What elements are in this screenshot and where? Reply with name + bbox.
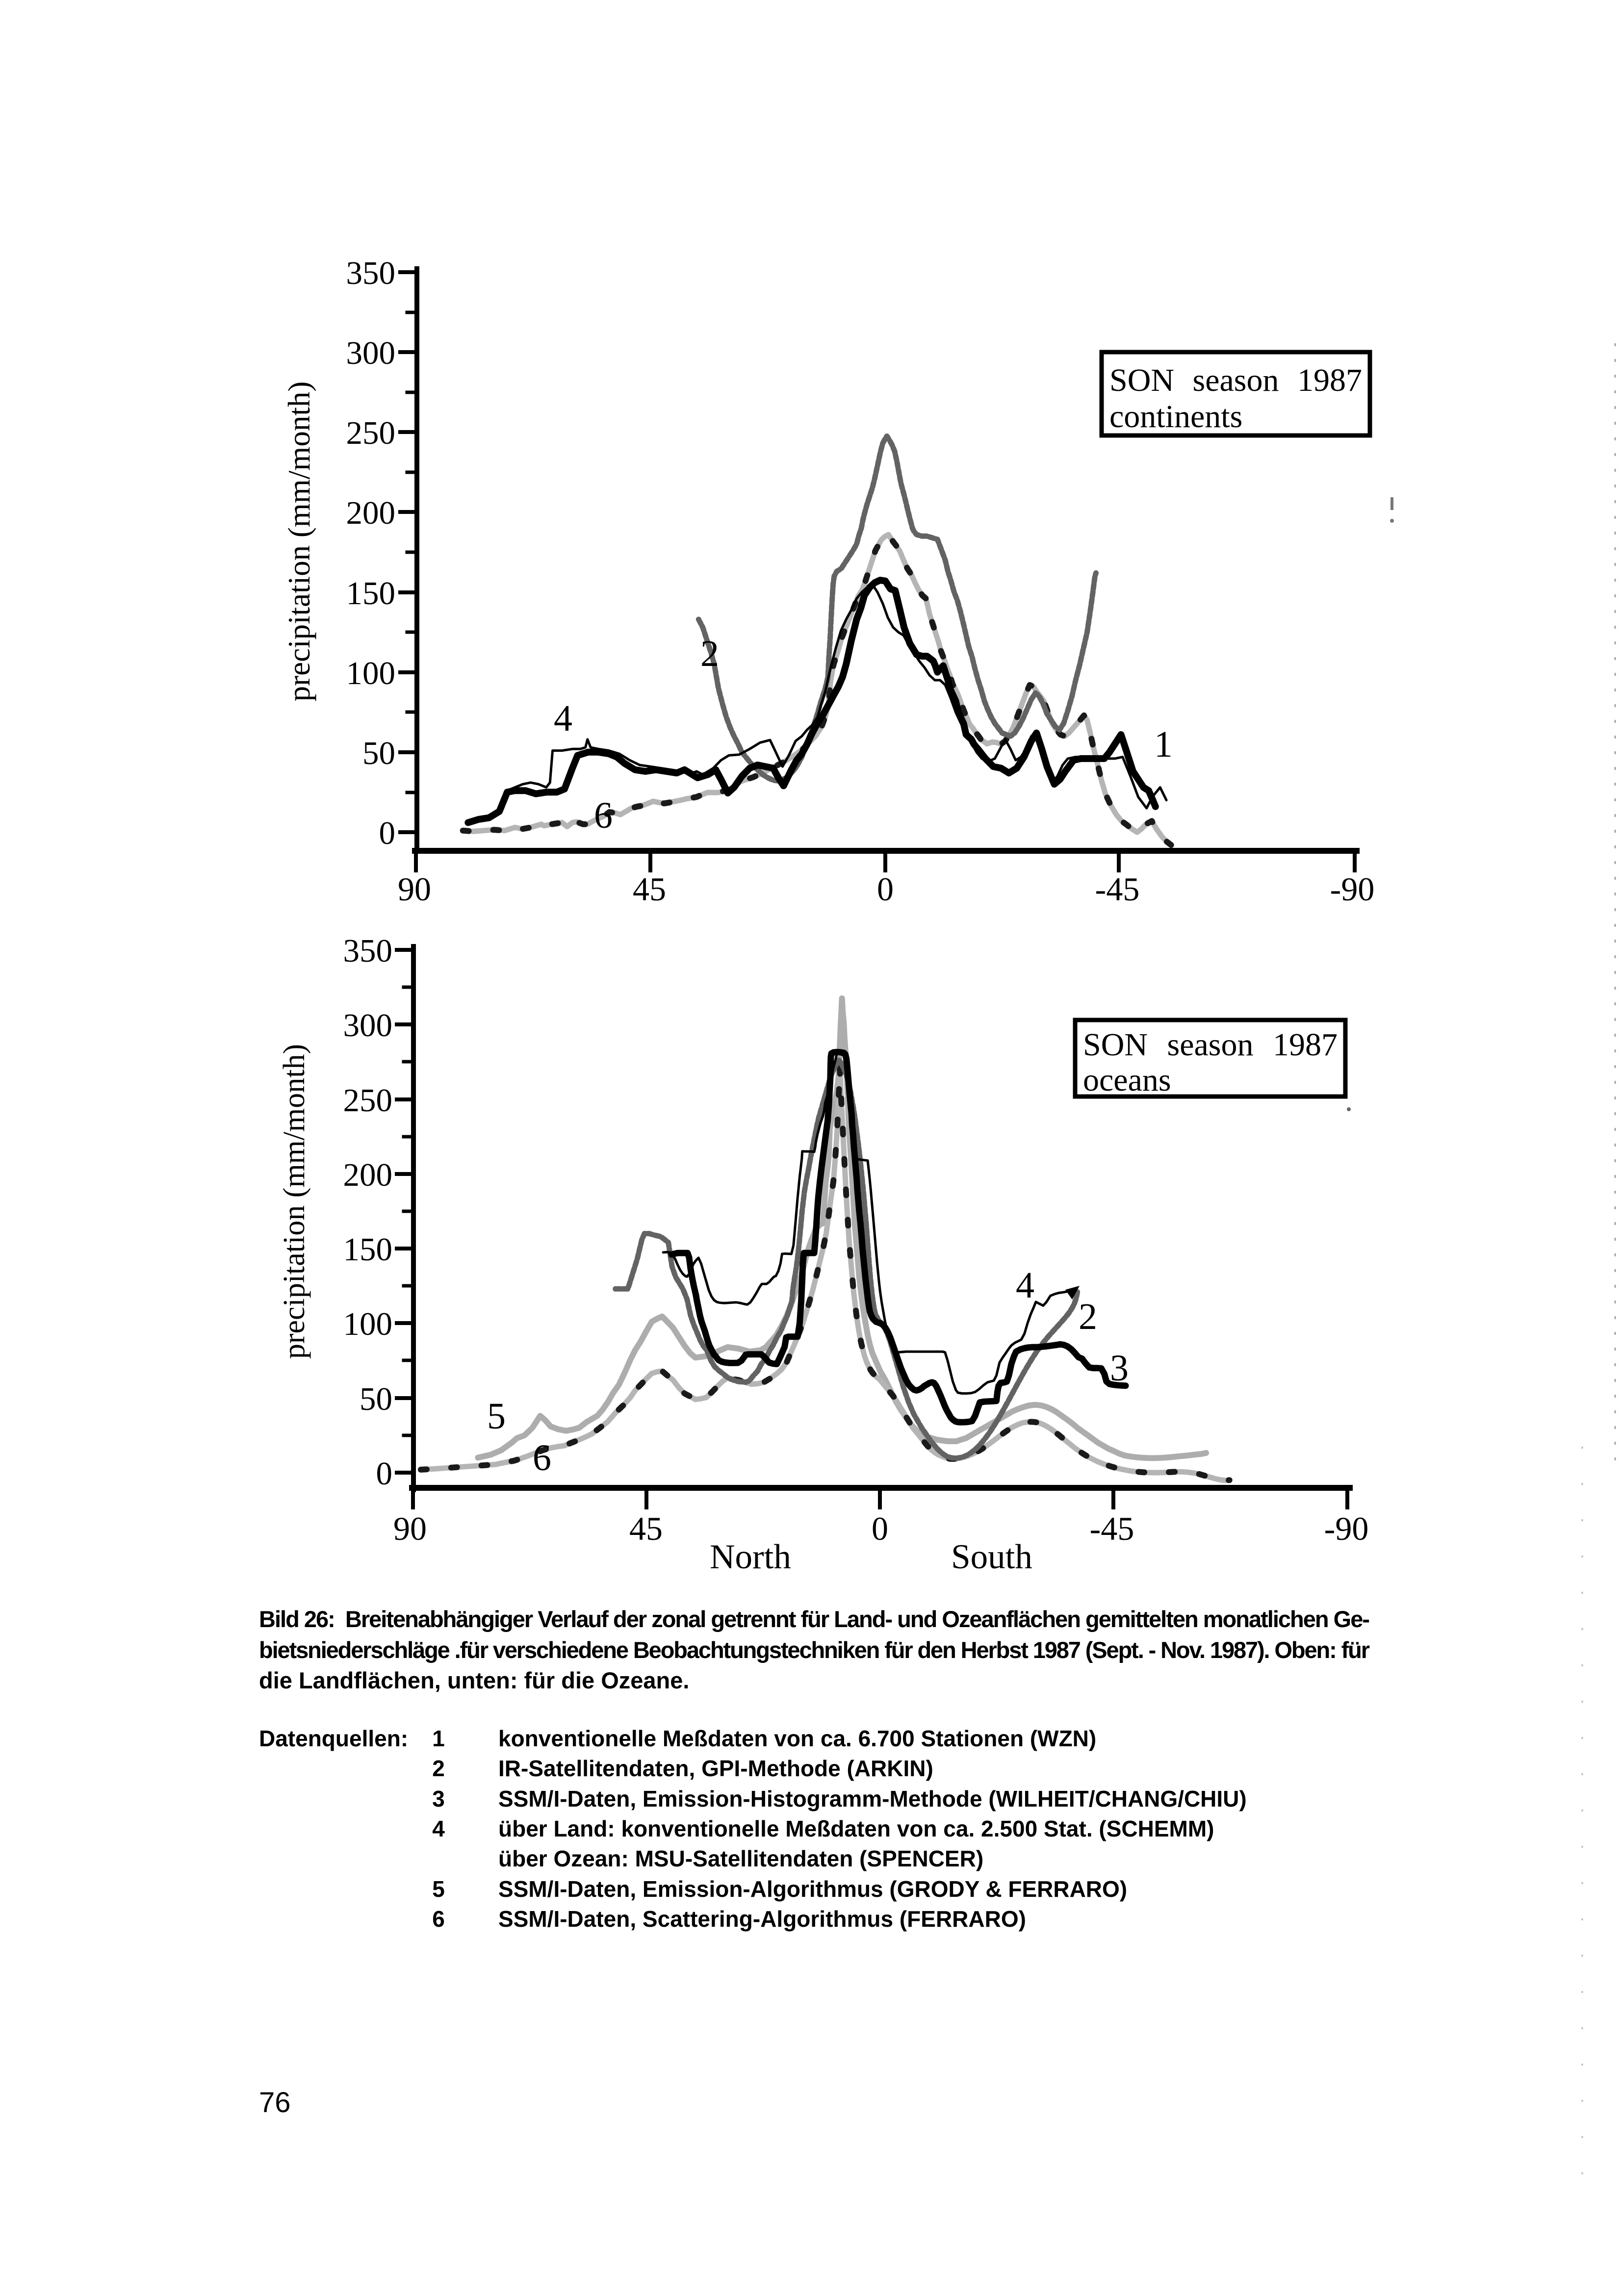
svg-text:SSM/I-Daten, Emission-Histogra: SSM/I-Daten, Emission-Histogramm-Methode… (498, 1786, 1247, 1811)
svg-text:350: 350 (343, 933, 393, 969)
svg-text:6: 6 (432, 1906, 445, 1932)
svg-text:North: North (710, 1538, 791, 1576)
svg-text:über Ozean: MSU-Satellitendate: über Ozean: MSU-Satellitendaten (SPENCER… (498, 1846, 983, 1871)
svg-text:6: 6 (533, 1437, 551, 1479)
svg-text:SON season 1987: SON season 1987 (1109, 362, 1362, 398)
svg-text:200: 200 (343, 1157, 393, 1193)
svg-text:0: 0 (872, 1510, 888, 1547)
svg-text:100: 100 (346, 655, 396, 691)
svg-text:6: 6 (594, 795, 613, 836)
svg-text:2: 2 (700, 633, 719, 674)
svg-text:-45: -45 (1095, 870, 1140, 908)
svg-text:300: 300 (346, 335, 396, 371)
svg-text:250: 250 (346, 415, 396, 451)
svg-text:3: 3 (1110, 1348, 1129, 1389)
svg-text:precipitation (mm/month): precipitation (mm/month) (278, 1044, 311, 1359)
svg-text:45: 45 (629, 1510, 663, 1547)
svg-text:50: 50 (362, 735, 395, 771)
svg-text:2: 2 (432, 1756, 445, 1781)
svg-text:-90: -90 (1324, 1510, 1369, 1547)
svg-text:über Land: konventionelle Meßd: über Land: konventionelle Meßdaten von c… (498, 1816, 1214, 1841)
svg-text:76: 76 (259, 2087, 291, 2118)
svg-text:IR-Satellitendaten, GPI-Method: IR-Satellitendaten, GPI-Methode (ARKIN) (498, 1756, 933, 1781)
svg-text:90: 90 (398, 870, 431, 908)
svg-text:5: 5 (432, 1876, 445, 1902)
svg-text:-90: -90 (1330, 870, 1375, 908)
svg-text:2: 2 (1079, 1296, 1097, 1337)
svg-text:0: 0 (376, 1455, 393, 1492)
svg-text:1: 1 (1154, 724, 1173, 765)
svg-text:250: 250 (343, 1082, 393, 1119)
svg-text:4: 4 (1016, 1265, 1034, 1306)
svg-text:4: 4 (432, 1816, 445, 1841)
svg-text:90: 90 (393, 1510, 427, 1547)
svg-text:SON season 1987: SON season 1987 (1083, 1027, 1338, 1063)
svg-text:150: 150 (346, 575, 396, 612)
svg-text:continents: continents (1109, 399, 1242, 434)
svg-text:200: 200 (346, 495, 396, 531)
svg-text:150: 150 (343, 1231, 393, 1268)
svg-text:Bild 26: Breitenabhängiger Ve: Bild 26: Breitenabhängiger Verlauf der z… (259, 1606, 1370, 1632)
svg-text:300: 300 (343, 1007, 393, 1044)
svg-text:5: 5 (487, 1396, 506, 1437)
svg-text:-45: -45 (1090, 1510, 1134, 1547)
svg-text:South: South (951, 1538, 1032, 1576)
svg-text:3: 3 (432, 1786, 445, 1811)
svg-text:SSM/I-Daten, Emission-Algorith: SSM/I-Daten, Emission-Algorithmus (GRODY… (498, 1876, 1127, 1902)
svg-text:0: 0 (877, 870, 894, 908)
svg-text:0: 0 (379, 815, 396, 851)
svg-text:oceans: oceans (1083, 1062, 1171, 1098)
svg-text:SSM/I-Daten, Scattering-Algori: SSM/I-Daten, Scattering-Algorithmus (FER… (498, 1906, 1026, 1932)
svg-text:4: 4 (554, 698, 572, 739)
svg-text:konventionelle Meßdaten von ca: konventionelle Meßdaten von ca. 6.700 St… (498, 1726, 1096, 1751)
svg-text:1: 1 (432, 1726, 445, 1751)
svg-text:50: 50 (360, 1381, 392, 1417)
svg-text:Datenquellen:: Datenquellen: (259, 1726, 408, 1751)
svg-text:die Landflächen, unten: für di: die Landflächen, unten: für die Ozeane. (259, 1667, 689, 1693)
svg-text:100: 100 (343, 1306, 393, 1342)
svg-text:bietsniederschläge .für versch: bietsniederschläge .für verschiedene Beo… (259, 1637, 1370, 1663)
svg-text:precipitation (mm/month): precipitation (mm/month) (282, 382, 316, 702)
svg-text:350: 350 (346, 255, 396, 291)
svg-text:45: 45 (633, 870, 666, 908)
